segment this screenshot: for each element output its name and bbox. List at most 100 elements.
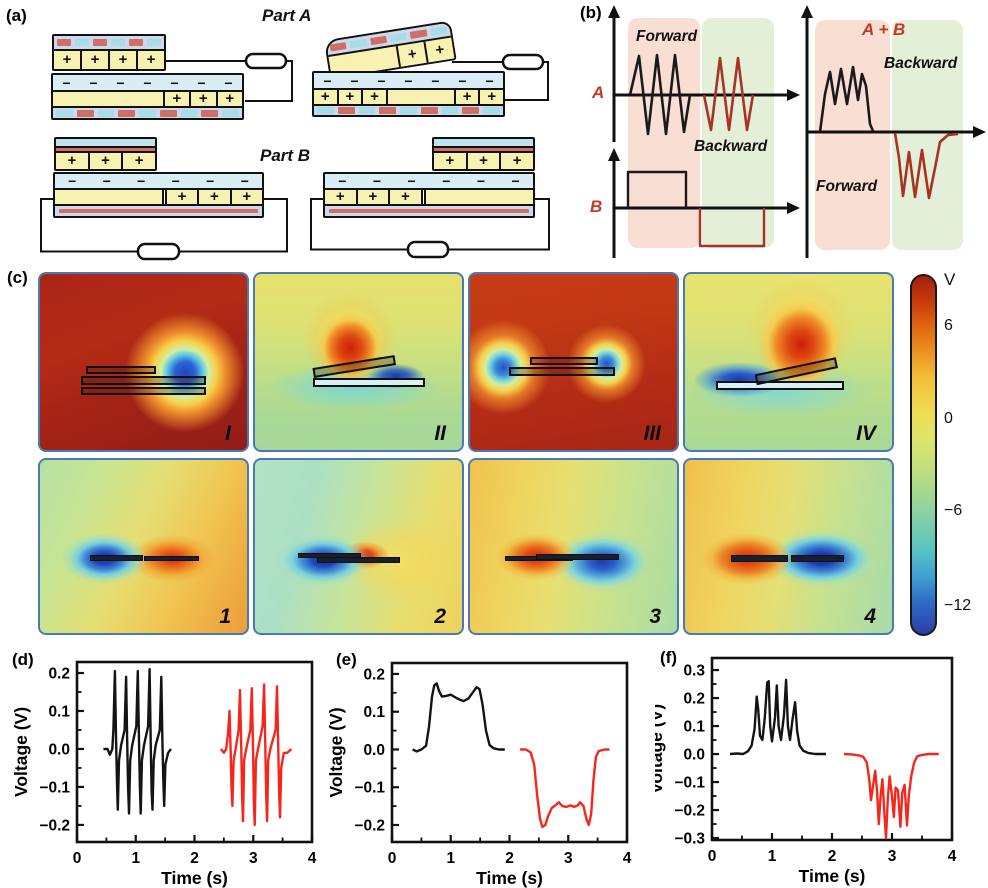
plus-charge: + xyxy=(355,189,389,204)
plus-charge: + xyxy=(62,51,72,68)
electrode-block xyxy=(76,109,94,117)
map-label: IV xyxy=(856,422,876,445)
y-tick-label: 0.2 xyxy=(363,666,385,683)
part-a-stator-released: − − − − − − − + + + + + xyxy=(312,71,505,117)
device-bar xyxy=(317,556,400,563)
plus-charge: + xyxy=(177,188,187,205)
electrode-gap xyxy=(420,190,426,204)
y-tick-label: −0.1 xyxy=(39,779,70,796)
electrode-block xyxy=(93,39,107,46)
plus-charge: + xyxy=(80,51,108,69)
electrode-block xyxy=(369,35,388,46)
forward-output-curve xyxy=(729,678,826,756)
backward-output-curve xyxy=(219,683,293,827)
electrode-film xyxy=(56,146,155,151)
part-a-slider-contact: + + + + xyxy=(52,34,166,71)
x-axis-title: Time (s) xyxy=(161,868,228,888)
signal-b-backward xyxy=(698,208,766,248)
electrode-block xyxy=(129,39,143,46)
plain-electrode xyxy=(53,92,163,106)
x-tick-label: 3 xyxy=(249,850,258,867)
part-a-stator-contact: − − − − − − − + + + xyxy=(51,73,244,120)
y-axis-title: Voltage (V) xyxy=(655,704,666,794)
plus-charge: + xyxy=(478,89,503,104)
forward-label-right: Forward xyxy=(816,178,878,195)
backward-label-left: Backward xyxy=(694,138,768,155)
plus-charge: + xyxy=(423,37,455,63)
plus-charge: + xyxy=(445,152,455,169)
plain-electrode xyxy=(426,190,533,204)
sum-backward xyxy=(893,132,959,200)
part-b-label: Part B xyxy=(260,146,311,165)
charged-film-layer: + + + + xyxy=(54,49,164,69)
plus-charge: + xyxy=(336,89,362,104)
y-tick-label: −0.2 xyxy=(39,817,70,834)
positive-electrode-cells: + + + xyxy=(162,91,242,106)
y-axis-title: Voltage (V) xyxy=(326,707,346,797)
backward-output-curve xyxy=(520,748,610,829)
x-tick-label: 2 xyxy=(828,848,837,865)
potential-map-4: 4 xyxy=(683,458,894,635)
electrode-block xyxy=(147,39,161,46)
x-tick-label: 0 xyxy=(708,848,717,865)
plain-electrode xyxy=(55,190,162,204)
map-label: II xyxy=(434,422,446,445)
electrode-block xyxy=(337,107,355,114)
tilted-slider-bar xyxy=(312,355,396,378)
plus-charge: + xyxy=(121,153,155,169)
charged-film-layer: + + + xyxy=(434,151,533,169)
voltage-time-chart-e: 0 1 2 3 4 0.2 0.1 0.0 −0.1 −0.2 Time (s) Voltage (V… xyxy=(326,661,632,888)
y-tick-label: −0.2 xyxy=(354,818,385,835)
colorbar-tick: −6 xyxy=(944,502,963,519)
plus-charge: + xyxy=(108,51,136,69)
y-tick-label: −0.2 xyxy=(674,803,705,820)
backward-label-right: Backward xyxy=(884,55,958,72)
x-tick-label: 4 xyxy=(623,850,632,867)
electrode-block xyxy=(358,107,376,114)
charged-film-layer: + + + xyxy=(56,151,155,169)
electrode-block xyxy=(462,107,480,114)
plus-charge: + xyxy=(229,189,262,204)
signal-a-forward xyxy=(628,53,692,136)
device-bar xyxy=(509,367,615,377)
colorbar-tick: 0 xyxy=(944,410,953,427)
axis-arrowheads xyxy=(608,5,986,214)
electrode-block xyxy=(180,109,198,117)
potential-map-II: II xyxy=(253,272,464,452)
signal-b-forward xyxy=(626,170,688,208)
y-tick-label: −0.1 xyxy=(354,780,385,797)
substrate-layer xyxy=(434,139,533,146)
plot-frame xyxy=(390,661,629,844)
electrode-gap xyxy=(161,190,167,204)
x-tick-label: 2 xyxy=(190,850,199,867)
plus-charge: + xyxy=(189,91,215,106)
electrode-block xyxy=(389,32,408,42)
x-axis-title: Time (s) xyxy=(799,866,866,886)
plot-frame xyxy=(710,656,954,842)
part-a-label: Part A xyxy=(262,6,312,25)
potential-map-1: 1 xyxy=(38,458,249,635)
electrode-pattern-strip xyxy=(54,36,164,49)
potential-map-3: 3 xyxy=(468,458,679,635)
part-b-slider-right: + + + xyxy=(432,137,535,171)
electrode-film xyxy=(434,146,533,151)
sum-title: A + B xyxy=(862,20,906,39)
electrode-block xyxy=(483,107,501,114)
forward-output-curve xyxy=(412,682,505,753)
bottom-electrode-strip xyxy=(55,204,262,216)
electrode-block xyxy=(349,38,367,49)
x-tick-label: 4 xyxy=(308,850,317,867)
part-b-stator-right: − − − − − − + + + xyxy=(323,172,535,218)
electrode-block xyxy=(57,39,71,46)
device-bar xyxy=(536,554,620,561)
forward-label-left: Forward xyxy=(636,28,698,45)
x-tick-label: 4 xyxy=(948,848,957,865)
y-tick-label: 0.2 xyxy=(683,691,705,708)
electrode-block xyxy=(159,109,177,117)
plus-charge: + xyxy=(499,153,533,169)
map-label: I xyxy=(225,422,231,445)
potential-map-IV: IV xyxy=(683,272,894,452)
electrode-layer: + + + + + xyxy=(314,88,503,104)
bottom-electrode-strip xyxy=(325,204,533,216)
